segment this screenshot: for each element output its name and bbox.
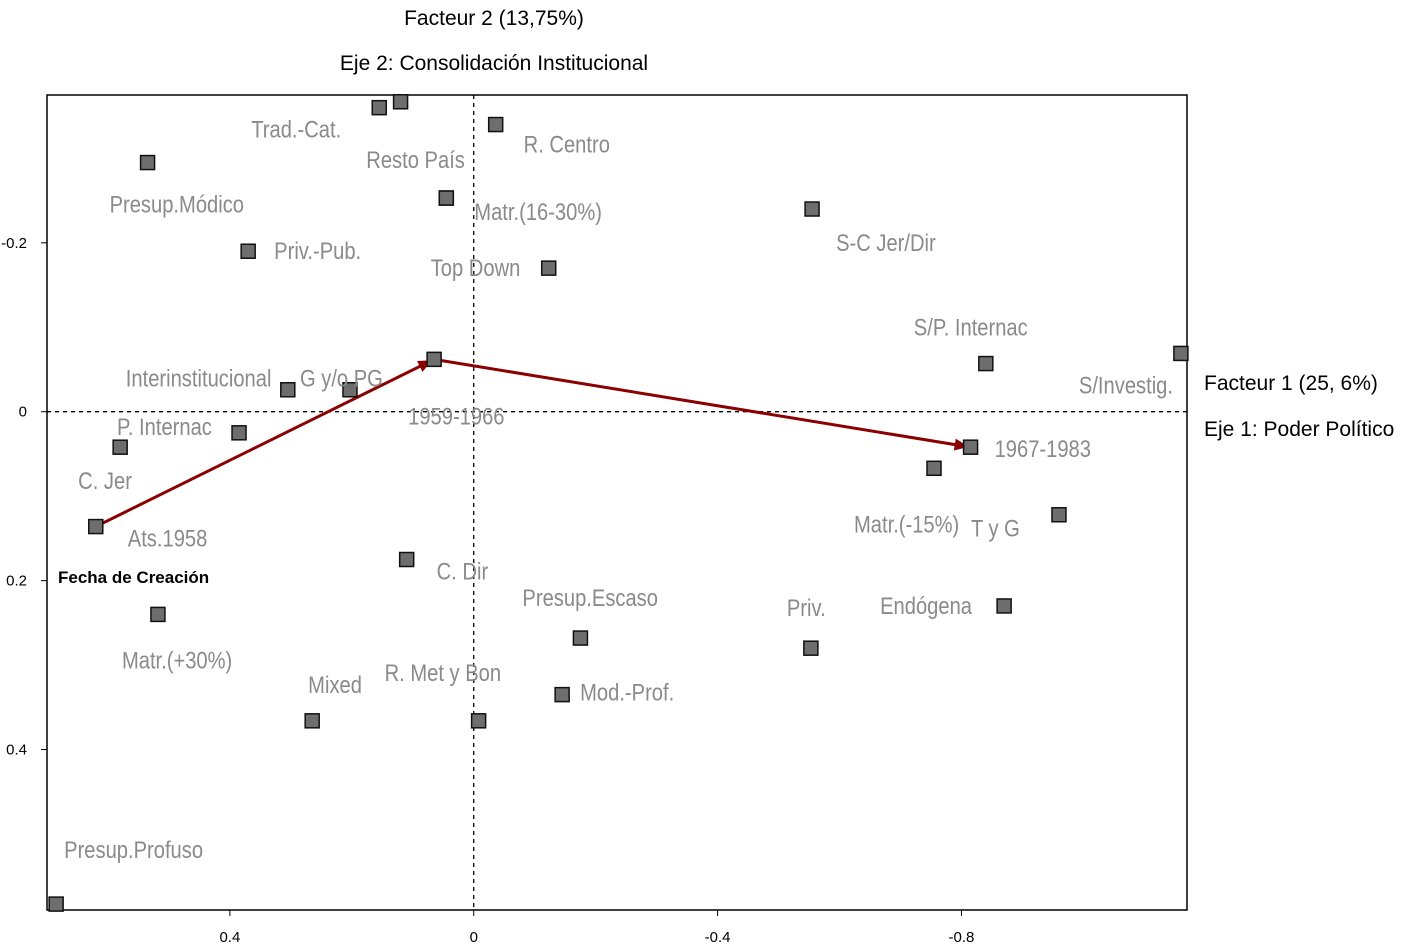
point-marker — [803, 640, 819, 656]
point-label: Trad.-Cat. — [251, 116, 341, 143]
point-marker — [540, 260, 557, 276]
point-marker — [392, 94, 409, 110]
point-marker — [962, 439, 979, 455]
point-marker — [398, 551, 415, 568]
point-marker — [231, 425, 247, 441]
point-label: P. Internac — [117, 413, 212, 440]
point-label: R. Met y Bon — [385, 659, 501, 686]
point-label: Matr.(16-30%) — [474, 198, 602, 225]
point-marker — [426, 351, 442, 368]
point-label: Ats.1958 — [128, 525, 208, 552]
point-marker — [1173, 345, 1189, 362]
point-marker — [438, 190, 455, 206]
y-factor-title: Facteur 2 (13,75%) — [404, 7, 584, 30]
point-marker — [139, 154, 156, 171]
point-label: Endógena — [880, 592, 973, 619]
point-label: Presup.Escaso — [522, 584, 658, 611]
point-label: Top Down — [431, 254, 521, 281]
point-label: R. Centro — [524, 131, 610, 158]
point-label: G y/o PG — [300, 365, 383, 392]
y-tick-label: 0.2 — [6, 573, 27, 590]
trajectory-arrow — [95, 361, 428, 528]
point-marker — [112, 439, 128, 455]
x-tick-label: 0 — [470, 929, 478, 946]
point-marker — [88, 518, 104, 535]
point-marker — [470, 713, 487, 729]
point-label: C. Jer — [78, 468, 132, 495]
trajectory-arrow — [433, 357, 963, 448]
x-tick-label: -0.4 — [705, 929, 731, 946]
point-marker — [487, 116, 504, 133]
point-marker — [150, 606, 166, 623]
ticks: 0.4 0 -0.4 -0.8 -0.2 0 0.2 0.4 — [1, 235, 974, 946]
point-label: S/P. Internac — [914, 314, 1028, 341]
point-marker — [304, 713, 320, 729]
point-marker — [572, 630, 589, 646]
y-tick-label: -0.2 — [1, 235, 27, 252]
point-label: S/Investig. — [1079, 372, 1173, 399]
point-label: Matr.(-15%) — [854, 511, 959, 538]
point-marker — [554, 686, 570, 703]
point-marker — [804, 201, 820, 217]
y-axis-title: Eje 2: Consolidación Institucional — [340, 52, 648, 75]
point-label: 1967-1983 — [995, 436, 1091, 463]
point-label: Presup.Profuso — [64, 836, 203, 863]
point-label: C. Dir — [437, 558, 489, 585]
point-label: T y G — [971, 515, 1020, 542]
point-marker — [926, 460, 942, 477]
point-marker — [978, 355, 994, 372]
points: Trad.-Cat. R. Centro Resto País Presup.Módi… — [48, 94, 1189, 912]
x-tick-label: 0.4 — [219, 929, 240, 946]
point-marker — [280, 382, 296, 398]
x-tick-label: -0.8 — [949, 929, 975, 946]
point-marker — [1051, 506, 1067, 523]
point-label: Priv.-Pub. — [274, 238, 361, 265]
point-marker — [48, 896, 64, 912]
point-label: Interinstitucional — [126, 365, 272, 392]
x-factor-title: Facteur 1 (25, 6%) — [1204, 372, 1378, 395]
point-marker — [371, 99, 387, 116]
x-axis-title: Eje 1: Poder Político — [1204, 418, 1394, 441]
annotation-fecha: Fecha de Creación — [58, 568, 209, 587]
y-tick-label: 0.4 — [6, 742, 27, 759]
point-marker — [342, 382, 358, 398]
y-tick-label: 0 — [19, 404, 27, 421]
point-marker — [996, 598, 1012, 614]
point-marker — [240, 243, 256, 259]
point-label: Mixed — [308, 671, 362, 698]
point-label: 1959-1966 — [408, 403, 504, 430]
point-label: Resto País — [366, 146, 465, 173]
plot-frame — [46, 94, 1188, 911]
point-label: Priv. — [787, 595, 826, 622]
point-label: S-C Jer/Dir — [836, 229, 936, 256]
point-label: Mod.-Prof. — [580, 679, 674, 706]
point-label: Presup.Módico — [110, 191, 244, 218]
point-label: Matr.(+30%) — [122, 647, 232, 674]
